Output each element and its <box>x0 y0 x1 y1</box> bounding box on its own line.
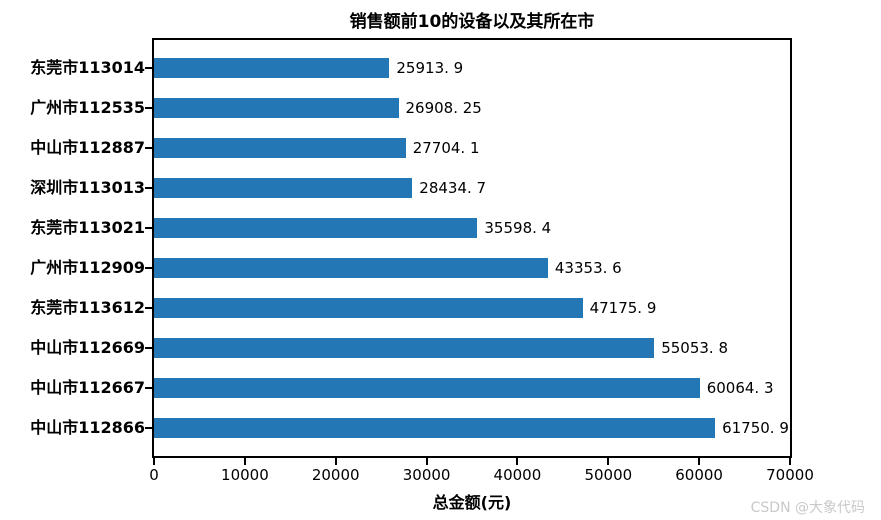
x-tick-label: 30000 <box>402 466 451 484</box>
x-tick-mark <box>789 458 791 465</box>
x-tick-label: 60000 <box>675 466 723 484</box>
y-tick-mark <box>145 147 152 149</box>
y-axis-label: 东莞市113021 <box>30 218 145 237</box>
watermark: CSDN @大象代码 <box>750 500 865 516</box>
bar-value-label: 28434. 7 <box>419 179 487 197</box>
bar <box>154 258 548 278</box>
bar-value-label: 60064. 3 <box>706 379 774 397</box>
x-tick-label: 50000 <box>584 466 633 484</box>
y-tick-mark <box>145 67 152 69</box>
bar <box>154 338 655 358</box>
x-tick-label: 10000 <box>221 466 269 484</box>
x-tick-mark <box>425 458 428 465</box>
bar <box>154 218 478 238</box>
y-tick-mark <box>145 267 152 269</box>
x-tick-label: 20000 <box>311 466 360 484</box>
bar <box>154 378 700 398</box>
x-tick-mark <box>516 458 519 465</box>
y-axis-label: 中山市112667 <box>30 378 145 397</box>
bar-value-label: 27704. 1 <box>412 139 480 157</box>
y-tick-mark <box>145 347 152 349</box>
x-tick-mark <box>334 458 337 465</box>
bar <box>154 138 406 158</box>
bar-value-label: 61750. 9 <box>722 419 789 437</box>
y-axis-label: 中山市112866 <box>30 418 145 437</box>
bar <box>154 298 583 318</box>
y-axis-label: 深圳市113013 <box>30 178 145 197</box>
bar-value-label: 25913. 9 <box>396 59 464 77</box>
y-tick-mark <box>145 387 152 389</box>
bar-value-label: 26908. 25 <box>405 99 482 117</box>
y-tick-mark <box>145 307 152 309</box>
x-axis-title: 总金额(元) <box>432 493 512 512</box>
plot-area: 25913. 9 26908. 25 27704. 1 28434. 7 35598. … <box>152 38 792 458</box>
bar <box>154 58 390 78</box>
bar <box>154 178 413 198</box>
y-tick-mark <box>145 187 152 189</box>
y-tick-mark <box>145 227 152 229</box>
y-axis-label: 中山市112887 <box>30 138 145 157</box>
y-tick-mark <box>145 427 152 429</box>
x-tick-mark <box>607 458 610 465</box>
y-tick-mark <box>145 107 152 109</box>
y-axis-label: 中山市112669 <box>30 338 145 357</box>
y-axis-label: 东莞市113014 <box>30 58 145 77</box>
bar-value-label: 47175. 9 <box>589 299 657 317</box>
bar <box>154 418 716 438</box>
bar-value-label: 55053. 8 <box>661 339 728 357</box>
bar <box>154 98 399 118</box>
x-tick-label: 0 <box>149 466 159 484</box>
y-axis-label: 东莞市113612 <box>30 298 145 317</box>
x-tick-label: 40000 <box>493 466 542 484</box>
bar-value-label: 35598. 4 <box>484 219 552 237</box>
chart-title: 销售额前10的设备以及其所在市 <box>349 12 595 32</box>
y-axis-label: 广州市112535 <box>30 98 145 117</box>
y-axis-label: 广州市112909 <box>30 258 145 277</box>
x-tick-mark <box>243 458 246 465</box>
x-tick-mark <box>153 458 155 465</box>
x-tick-mark <box>698 458 701 465</box>
x-tick-label: 70000 <box>766 466 814 484</box>
bar-value-label: 43353. 6 <box>554 259 622 277</box>
